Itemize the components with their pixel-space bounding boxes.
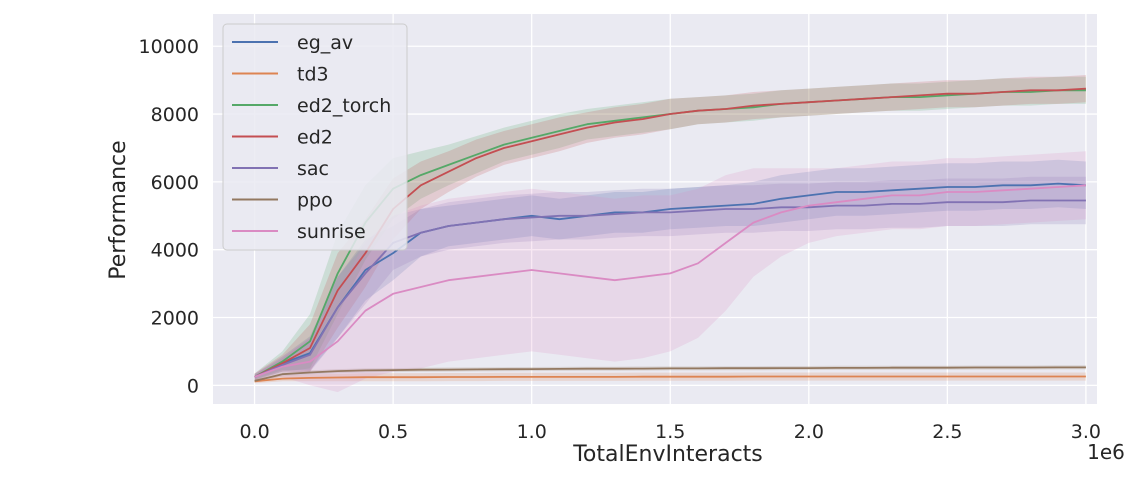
x-tick-label: 3.0	[1071, 421, 1101, 443]
legend: eg_av td3 ed2_torch ed2 sac ppo sunrise	[222, 23, 408, 251]
x-tick-label: 2.0	[794, 421, 824, 443]
legend-label-sunrise: sunrise	[297, 221, 366, 243]
legend-label-td3: td3	[297, 64, 329, 86]
x-tick-label: 0.5	[378, 421, 408, 443]
band-td3	[254, 372, 1086, 384]
y-tick-label: 0	[187, 375, 199, 397]
series-line-sunrise	[254, 184, 1086, 378]
band-ed2	[254, 75, 1086, 381]
y-tick-label: 8000	[151, 104, 199, 126]
x-tick-label: 0.0	[239, 421, 269, 443]
y-tick-label: 10000	[139, 36, 199, 58]
y-tick-label: 4000	[151, 240, 199, 262]
y-axis-label: Performance	[106, 140, 131, 279]
band-eg_av	[254, 159, 1086, 380]
band-ed2_torch	[254, 76, 1086, 381]
y-tick-label: 6000	[151, 172, 199, 194]
legend-frame	[222, 23, 408, 251]
series-line-ppo	[254, 366, 1086, 382]
legend-items: eg_av td3 ed2_torch ed2 sac ppo sunrise	[232, 32, 391, 243]
legend-label-sac: sac	[297, 158, 329, 180]
legend-label-ed2: ed2	[297, 127, 333, 149]
x-tick-label: 2.5	[932, 421, 962, 443]
series-line-eg_av	[254, 182, 1086, 378]
x-tick-label: 1.5	[655, 421, 685, 443]
legend-label-eg_av: eg_av	[297, 32, 353, 54]
x-multiplier-label: 1e6	[1087, 440, 1125, 464]
tick-layer: 0.0 0.5 1.0 1.5 2.0 2.5 3.0 0 2000 4000 6000 8000 10…	[139, 36, 1101, 443]
legend-label-ppo: ppo	[297, 190, 333, 212]
y-tick-label: 2000	[151, 308, 199, 330]
series-line-td3	[254, 375, 1086, 383]
band-sac	[254, 176, 1086, 380]
legend-label-ed2_torch: ed2_torch	[297, 95, 391, 117]
band-sunrise	[254, 151, 1086, 393]
x-tick-label: 1.0	[517, 421, 547, 443]
x-axis-label: TotalEnvInteracts	[572, 442, 763, 467]
band-layer	[254, 75, 1086, 393]
